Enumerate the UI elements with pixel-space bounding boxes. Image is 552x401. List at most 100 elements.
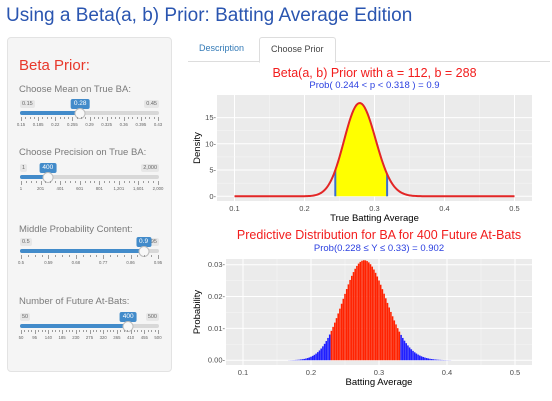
slider-grid-label: 0.15 — [16, 122, 26, 127]
slider-minor-tick — [79, 330, 81, 332]
slider-minor-tick — [35, 181, 37, 183]
mean-slider-label: Choose Mean on True BA: — [19, 84, 131, 95]
slider-minor-tick — [137, 330, 139, 332]
probability-bar — [320, 348, 322, 361]
slider-minor-tick — [29, 117, 31, 119]
slider-handle[interactable] — [138, 246, 150, 257]
slider-minor-tick — [27, 255, 29, 257]
probability-bar — [327, 337, 329, 361]
x-tick-label: 0.4 — [439, 204, 449, 213]
probability-bar — [301, 359, 304, 361]
slider-minor-tick — [123, 330, 125, 332]
slider-grid-label: 0.77 — [99, 260, 108, 265]
slider-minor-tick — [58, 330, 60, 332]
slider-major-tick — [75, 330, 77, 334]
slider-major-tick — [144, 330, 146, 334]
probability-bar — [396, 328, 399, 361]
tab-description[interactable]: Description — [199, 43, 245, 53]
probability-bar — [429, 358, 431, 361]
slider-track[interactable] — [20, 111, 159, 115]
slider-minor-tick — [128, 117, 130, 119]
probability-bar — [427, 358, 430, 361]
slider-major-tick — [21, 181, 22, 185]
slider-handle[interactable] — [74, 108, 86, 119]
mean-slider[interactable]: 0.15 0.45 0.28 0.15 0.185 0.22 0.255 0.29 0.325 0… — [16, 99, 162, 130]
slider-minor-tick — [104, 181, 106, 183]
slider-minor-tick — [148, 181, 150, 183]
probability-bar — [344, 293, 346, 361]
probability-bar — [303, 358, 305, 361]
slider-minor-tick — [93, 117, 95, 119]
slider-major-tick — [138, 181, 140, 185]
probability-bar — [352, 272, 355, 361]
slider-fill — [20, 324, 129, 328]
slider-major-tick — [130, 330, 132, 334]
probability-bar — [330, 330, 333, 361]
slider-value-label: 400 — [119, 312, 137, 322]
probability-bar — [371, 266, 373, 361]
slider-grid-label: 500 — [154, 335, 162, 340]
slider-minor-tick — [123, 255, 125, 257]
slider-minor-tick — [140, 330, 142, 332]
slider-major-tick — [48, 330, 50, 334]
precision-slider[interactable]: 1 2,000 400 1 201 401 601 801 1,201 1,601 2,000 — [20, 163, 164, 194]
probability-bar — [386, 302, 389, 361]
at-bats-slider[interactable]: 50 500 400 50 95 140 185 230 275 320 365 410 455 500 — [19, 312, 162, 343]
slider-track[interactable] — [20, 175, 159, 179]
slider-grid-label: 0.5 — [18, 260, 24, 265]
probability-bar — [357, 263, 360, 361]
x-tick-label: 0.5 — [509, 204, 519, 213]
slider-major-tick — [75, 255, 77, 259]
probability-bar — [379, 284, 382, 361]
slider-grid-label: 365 — [113, 335, 121, 340]
slider-grid-labels: 1 201 401 601 801 1,201 1,601 2,000 — [20, 186, 164, 194]
slider-min-label: 1 — [20, 164, 28, 172]
slider-grid-label: 0.395 — [135, 122, 147, 127]
slider-value-label: 400 — [39, 163, 57, 173]
slider-minor-tick — [24, 330, 26, 332]
tab-bar: Description Choose Prior — [188, 37, 550, 63]
slider-minor-tick — [59, 117, 61, 119]
slider-fill — [20, 111, 81, 115]
probability-slider[interactable]: 0.5 0.95 0.9 0.5 0.59 0.68 0.77 0.86 0.95 — [18, 237, 163, 268]
y-axis-label: Density — [192, 132, 203, 164]
tab-choose-prior[interactable]: Choose Prior — [259, 37, 336, 63]
slider-ticks — [20, 330, 159, 335]
slider-max-label: 2,000 — [141, 164, 159, 172]
slider-minor-tick — [94, 181, 96, 183]
slider-minor-tick — [72, 330, 74, 332]
slider-minor-tick — [151, 255, 153, 257]
probability-bar — [317, 352, 319, 361]
slider-grid-label: 0.95 — [153, 260, 163, 265]
slider-minor-tick — [109, 181, 111, 183]
probability-bar — [337, 313, 339, 361]
slider-minor-tick — [63, 117, 65, 119]
probability-bar — [345, 289, 348, 361]
probability-bar — [306, 358, 309, 361]
y-tick-label: 0.01- — [208, 324, 226, 333]
slider-minor-tick — [34, 255, 36, 257]
slider-minor-tick — [42, 117, 44, 119]
probability-bar — [315, 353, 317, 361]
slider-minor-tick — [31, 330, 33, 332]
probability-bar — [400, 334, 402, 361]
slider-handle[interactable] — [42, 172, 54, 183]
slider-minor-tick — [55, 330, 57, 332]
slider-ticks — [20, 255, 159, 260]
slider-minor-tick — [46, 117, 48, 119]
slider-minor-tick — [144, 255, 146, 257]
chart-subtitle: Prob(0.228 ≤ Y ≤ 0.33) = 0.902 — [314, 243, 444, 254]
slider-major-tick — [72, 117, 74, 121]
probability-bar — [390, 311, 392, 361]
slider-major-tick — [140, 117, 142, 121]
slider-minor-tick — [85, 117, 87, 119]
slider-minor-tick — [119, 117, 121, 119]
slider-minor-tick — [84, 181, 86, 183]
probability-bar — [432, 359, 435, 361]
slider-fill — [20, 249, 144, 253]
probability-bar — [395, 324, 397, 361]
y-axis-label: Probability — [192, 290, 203, 335]
slider-minor-tick — [110, 255, 112, 257]
slider-minor-tick — [86, 330, 88, 332]
probability-bar — [359, 261, 362, 361]
